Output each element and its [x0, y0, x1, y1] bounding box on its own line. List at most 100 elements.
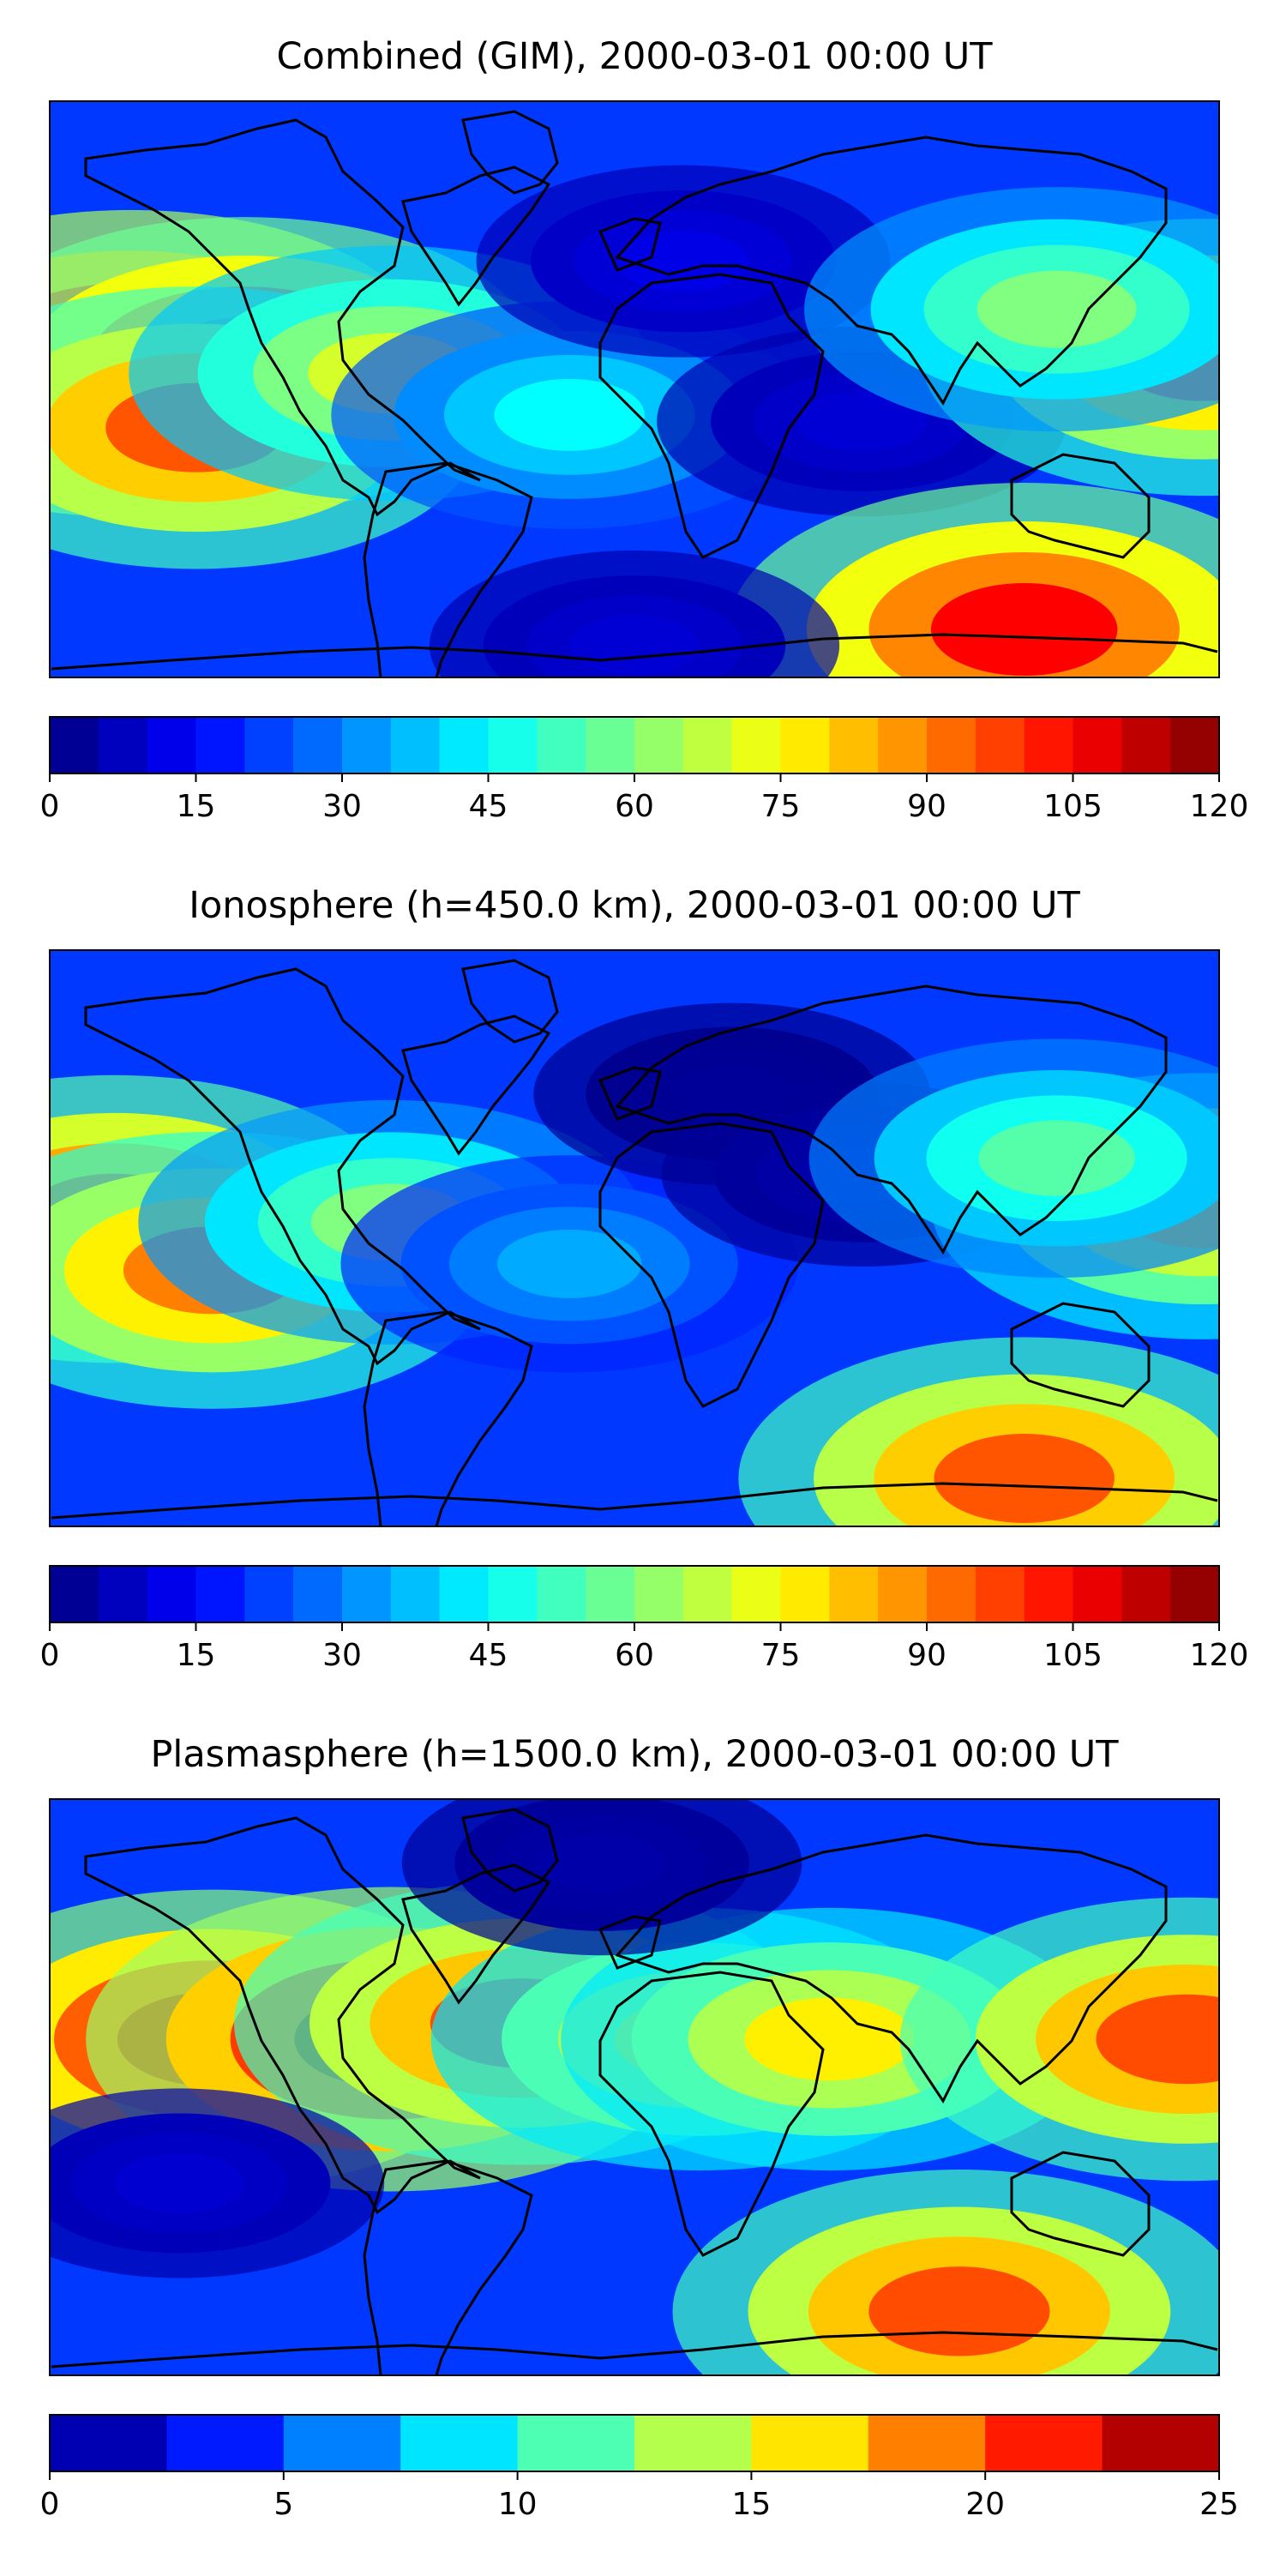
- colorbar-level-7: [751, 2415, 869, 2471]
- colorbar-level-15: [731, 717, 782, 773]
- contour-9-4: [868, 2266, 1050, 2356]
- contour-9-4: [977, 270, 1137, 348]
- colorbar-level-13: [634, 717, 684, 773]
- colorbar-level-16: [780, 717, 830, 773]
- colorbar-level-23: [1121, 717, 1171, 773]
- colorbar-level-20: [975, 1566, 1025, 1622]
- colorbar-tick-label: 105: [1043, 789, 1103, 824]
- colorbar-level-4: [195, 717, 245, 773]
- colorbar-level-11: [537, 717, 586, 773]
- colorbar-tick-label: 5: [273, 2487, 293, 2522]
- colorbar-tick-label: 15: [177, 789, 216, 824]
- map-field: [50, 950, 1219, 1526]
- colorbar-level-21: [1024, 1566, 1074, 1622]
- colorbar-level-22: [1073, 717, 1122, 773]
- colorbar-level-18: [878, 1566, 928, 1622]
- colorbar-tick-label: 75: [761, 1638, 801, 1673]
- colorbar-level-5: [244, 1566, 294, 1622]
- colorbar-level-3: [283, 2415, 401, 2471]
- colorbar-tick-label: 0: [40, 789, 60, 824]
- chart-title: Ionosphere (h=450.0 km), 2000-03-01 00:0…: [189, 884, 1080, 927]
- map-frame: [49, 1798, 1220, 2376]
- colorbar-level-12: [586, 717, 635, 773]
- colorbar-level-10: [488, 1566, 538, 1622]
- colorbar-level-24: [1170, 717, 1220, 773]
- contour-9-4: [934, 1434, 1115, 1523]
- colorbar-level-8: [390, 1566, 441, 1622]
- contour-11-4: [569, 615, 700, 676]
- colorbar-tick-label: 15: [177, 1638, 216, 1673]
- colorbar-tick-label: 105: [1043, 1638, 1103, 1673]
- colorbar-tick-label: 30: [322, 1638, 362, 1673]
- map-field: [50, 1799, 1219, 2375]
- colorbar-level-19: [927, 717, 977, 773]
- colorbar-level-7: [342, 1566, 392, 1622]
- colorbar-tick-label: 20: [965, 2487, 1005, 2522]
- colorbar-level-2: [166, 2415, 285, 2471]
- colorbar-level-24: [1170, 1566, 1220, 1622]
- colorbar-level-12: [586, 1566, 635, 1622]
- colorbar-tick-label: 120: [1190, 1638, 1249, 1673]
- colorbar-level-17: [829, 1566, 879, 1622]
- colorbar: 0 15 30 45 60 75 90 105 120: [40, 1565, 1249, 1673]
- colorbar-tick-label: 10: [498, 2487, 538, 2522]
- map-field: [50, 101, 1219, 677]
- colorbar-tick-label: 90: [907, 789, 946, 824]
- colorbar-level-20: [975, 717, 1025, 773]
- colorbar-level-4: [195, 1566, 245, 1622]
- colorbar-level-23: [1121, 1566, 1171, 1622]
- panel-3: Plasmasphere (h=1500.0 km), 2000-03-01 0…: [40, 1733, 1239, 2522]
- colorbar-tick-label: 0: [40, 1638, 60, 1673]
- colorbar: 0 5 10 15 20 25: [40, 2414, 1239, 2522]
- colorbar-level-9: [439, 1566, 490, 1622]
- colorbar-level-1: [50, 2415, 167, 2471]
- chart-title: Combined (GIM), 2000-03-01 00:00 UT: [276, 35, 993, 78]
- contour-6-4: [617, 231, 749, 292]
- colorbar-level-4: [400, 2415, 519, 2471]
- colorbar-level-8: [390, 717, 441, 773]
- colorbar-tick-label: 15: [731, 2487, 771, 2522]
- colorbar-level-8: [868, 2415, 986, 2471]
- colorbar-level-5: [244, 717, 294, 773]
- colorbar-level-18: [878, 717, 928, 773]
- map-frame: [49, 100, 1220, 678]
- colorbar-level-17: [829, 717, 879, 773]
- colorbar-tick-label: 45: [469, 1638, 508, 1673]
- chart-title: Plasmasphere (h=1500.0 km), 2000-03-01 0…: [150, 1733, 1119, 1776]
- colorbar-tick-label: 75: [761, 789, 801, 824]
- colorbar-tick-label: 30: [322, 789, 362, 824]
- map-frame: [49, 949, 1220, 1527]
- colorbar-level-9: [985, 2415, 1103, 2471]
- contour-5-4: [744, 1997, 915, 2081]
- contour-4-4: [496, 1229, 642, 1298]
- colorbar-tick-label: 0: [40, 2487, 60, 2522]
- colorbar-level-3: [147, 1566, 197, 1622]
- colorbar-level-1: [50, 1566, 99, 1622]
- colorbar-level-7: [342, 717, 392, 773]
- colorbar-level-2: [98, 1566, 148, 1622]
- colorbar-tick-label: 120: [1190, 789, 1249, 824]
- colorbar-level-22: [1073, 1566, 1122, 1622]
- colorbar-frame: [49, 2414, 1220, 2472]
- colorbar-level-9: [439, 717, 490, 773]
- colorbar-level-1: [50, 717, 99, 773]
- colorbar-tick-label: 90: [907, 1638, 946, 1673]
- colorbar-level-3: [147, 717, 197, 773]
- colorbar-level-6: [293, 717, 343, 773]
- colorbar-level-2: [98, 717, 148, 773]
- colorbar-level-14: [682, 717, 733, 773]
- colorbar-tick-label: 25: [1199, 2487, 1239, 2522]
- contour-7-4: [796, 391, 927, 452]
- colorbar-level-13: [634, 1566, 684, 1622]
- colorbar-level-11: [537, 1566, 586, 1622]
- colorbar-level-6: [634, 2415, 752, 2471]
- contour-7-4: [115, 2153, 244, 2213]
- colorbar-tick-label: 60: [615, 1638, 654, 1673]
- contour-8-4: [538, 1833, 665, 1893]
- contour-8-4: [978, 1120, 1135, 1196]
- colorbar-level-21: [1024, 717, 1074, 773]
- panel-2: Ionosphere (h=450.0 km), 2000-03-01 00:0…: [40, 884, 1249, 1673]
- colorbar-level-10: [1102, 2415, 1220, 2471]
- colorbar-tick-label: 60: [615, 789, 654, 824]
